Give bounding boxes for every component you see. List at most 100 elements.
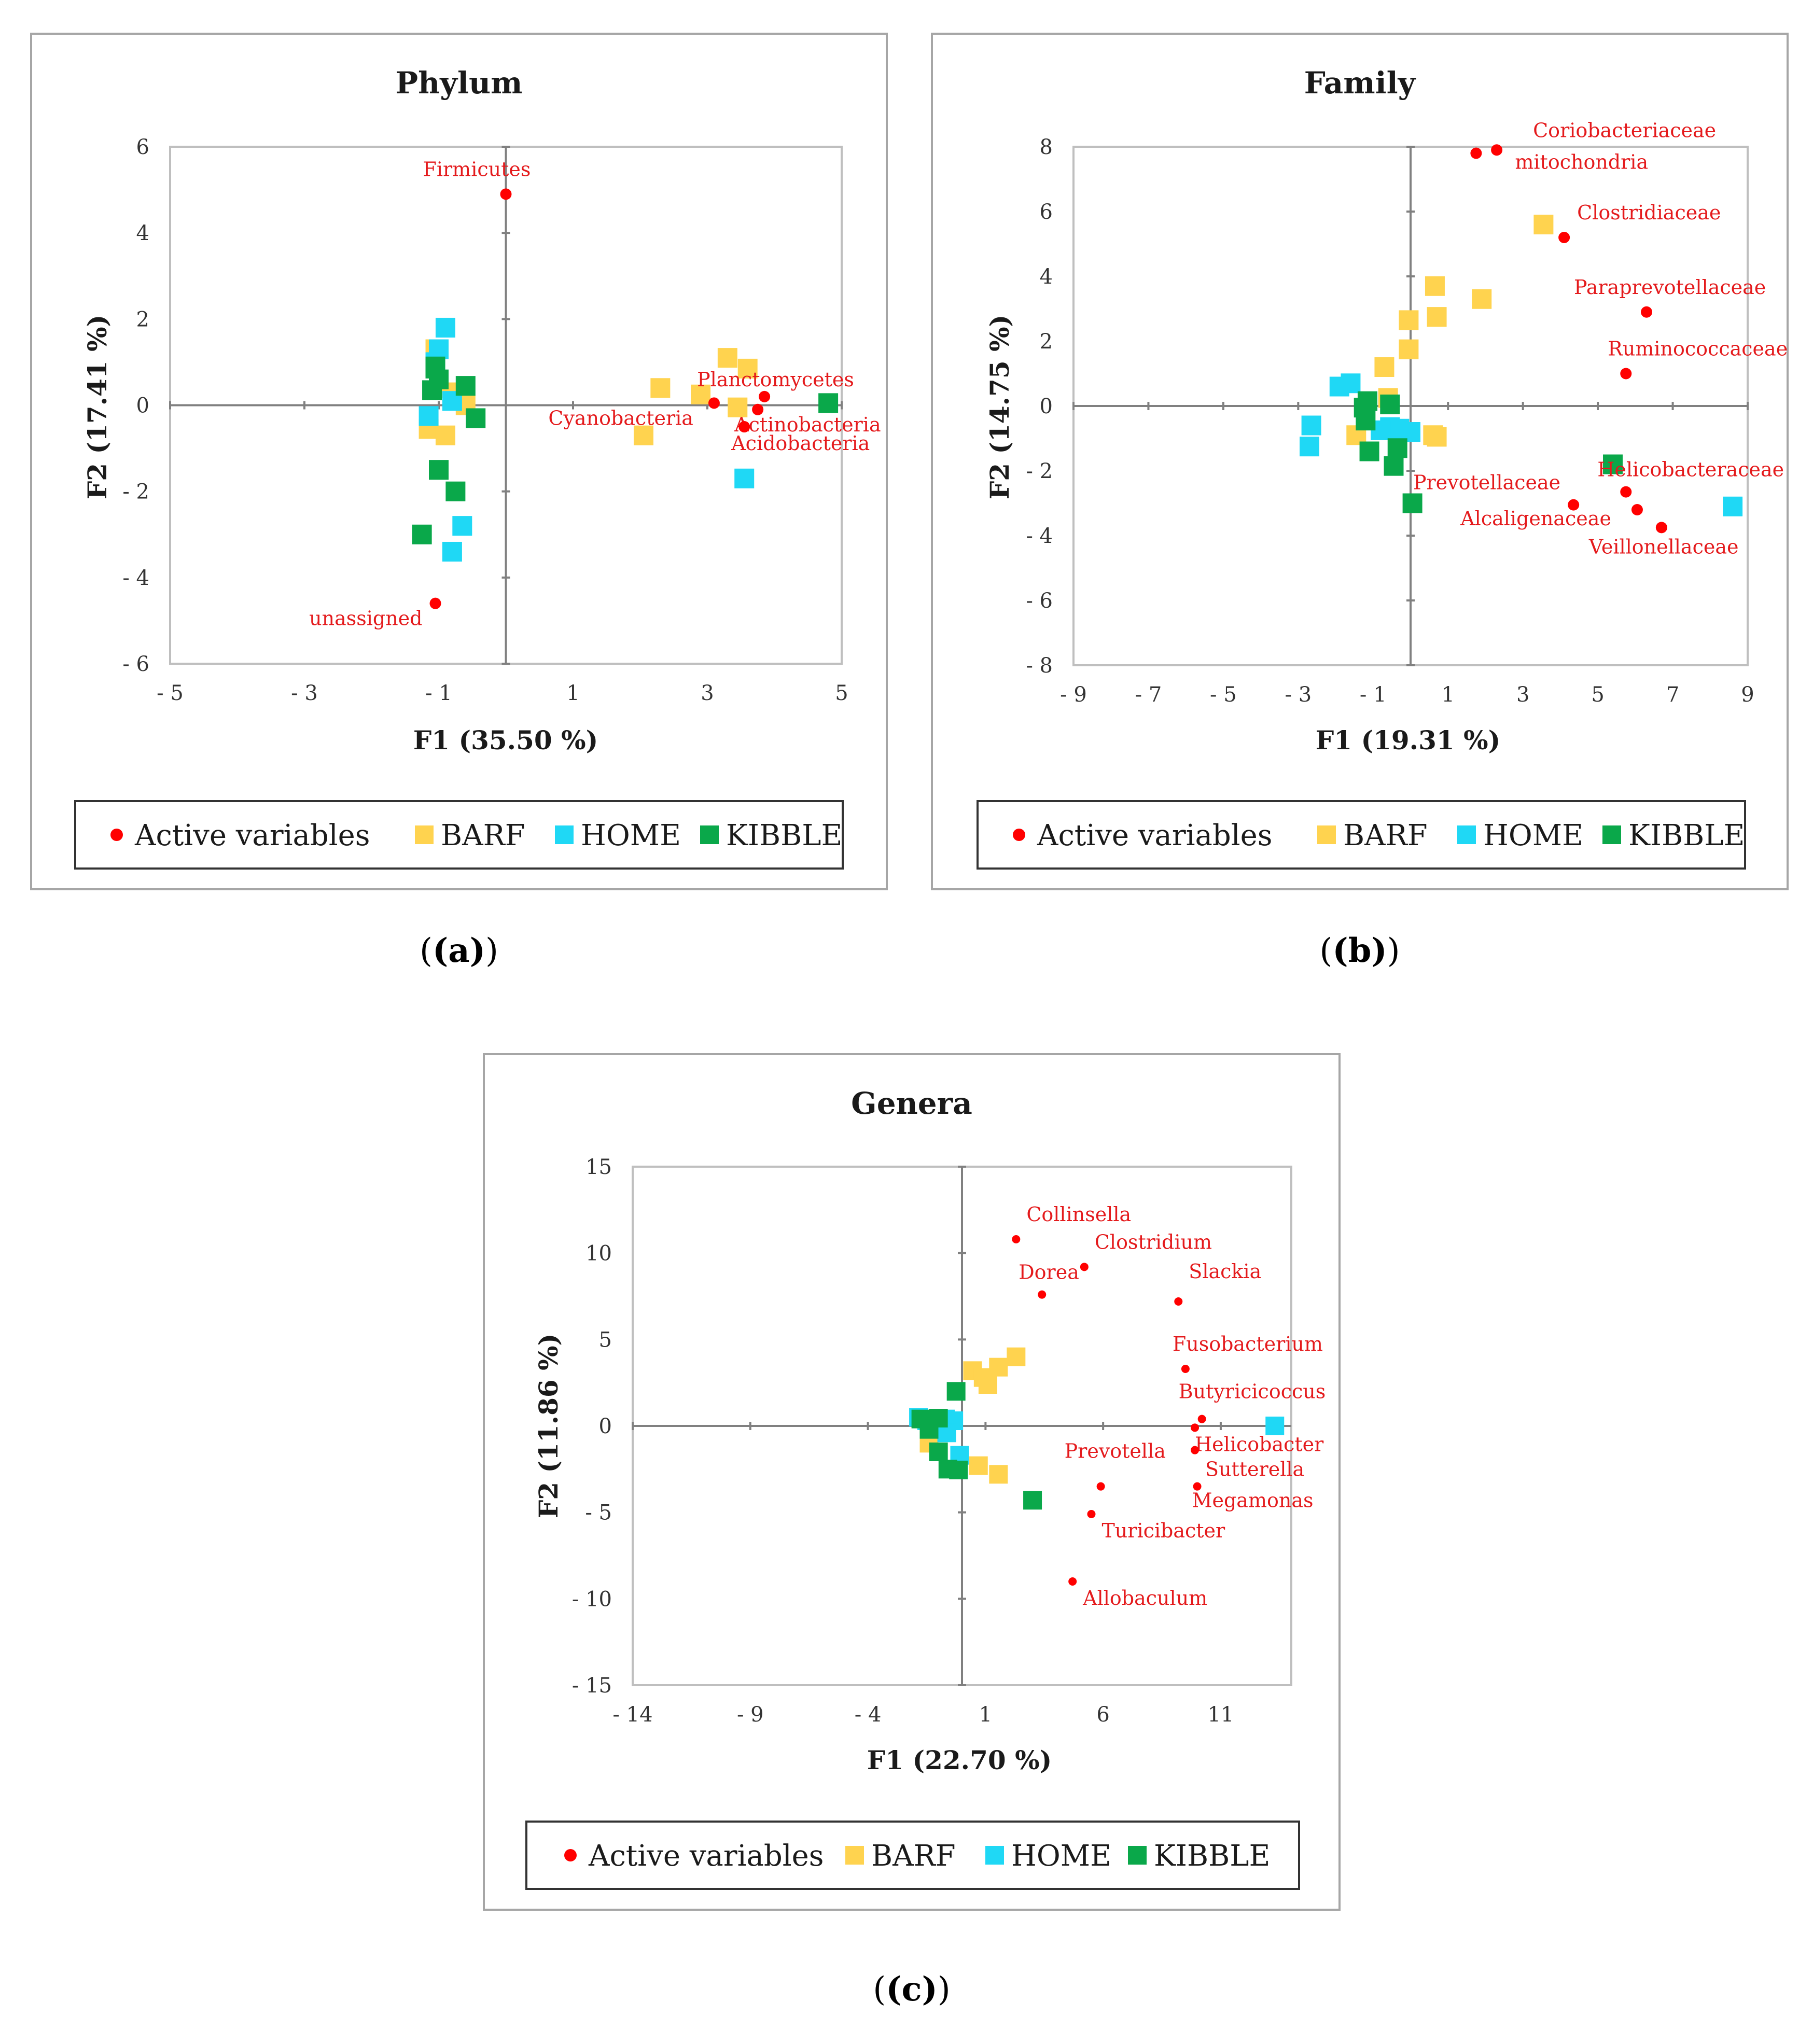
legend-label: HOME (1483, 819, 1583, 852)
x-tick-label: - 1 (425, 681, 452, 705)
point-barf (728, 397, 748, 417)
y-tick-label: - 15 (572, 1674, 612, 1698)
point-home (419, 406, 439, 426)
legend-label: BARF (1343, 819, 1428, 852)
point-barf (1533, 215, 1554, 234)
active-variable-point (1012, 1235, 1021, 1243)
x-tick-label: - 7 (1135, 683, 1162, 707)
y-tick-label: 4 (136, 221, 149, 245)
legend-label: KIBBLE (726, 819, 842, 852)
active-variable-label: Paraprevotellaceae (1574, 276, 1766, 299)
active-variable-label: Actinobacteria (734, 413, 881, 436)
point-home (442, 541, 462, 562)
panel-genera-legend (525, 1821, 1300, 1890)
point-barf (1399, 310, 1419, 330)
point-barf (1399, 339, 1419, 359)
point-barf (1472, 289, 1492, 309)
panel-phylum: Phylum - 5 - 3 - 1 1 3 5 - 6 - 4 - 2 0 2 4 6 Firmicu… (30, 33, 888, 890)
point-barf (435, 425, 455, 445)
point-home (435, 317, 455, 338)
caption-a-text: (a) (433, 931, 485, 970)
active-variable-label: Allobaculum (1082, 1587, 1207, 1609)
point-kibble (929, 1443, 948, 1461)
panel-phylum-y-axis-label: F2 (17.41 %) (82, 315, 113, 500)
x-tick-label: 1 (1441, 683, 1454, 707)
point-barf (737, 358, 758, 379)
active-variable-label: Turicibacter (1101, 1519, 1225, 1542)
point-kibble (1356, 411, 1376, 431)
point-home (734, 468, 755, 488)
legend-marker-active-variables (1013, 829, 1025, 841)
y-tick-label: - 5 (585, 1501, 612, 1525)
legend-marker-barf (415, 825, 434, 844)
panel-phylum-frame (30, 33, 888, 890)
x-tick-label: - 3 (1285, 683, 1312, 707)
panel-genera-title: Genera (851, 1086, 972, 1121)
active-variable-point (1174, 1297, 1183, 1306)
point-home (1301, 415, 1321, 436)
point-barf (1007, 1347, 1026, 1366)
active-variable-point (1087, 1510, 1096, 1518)
active-variable-point (1096, 1482, 1105, 1491)
active-variable-label: Clostridium (1095, 1230, 1212, 1253)
active-variable-label: Coriobacteriaceae (1533, 119, 1716, 142)
caption-c-text: (c) (886, 1970, 938, 2009)
point-kibble (949, 1461, 968, 1479)
legend-marker-kibble (700, 825, 719, 844)
x-tick-label: - 14 (612, 1703, 652, 1727)
panel-family-points: Coriobacteriaceae mitochondria Clostridiac… (1300, 119, 1788, 558)
active-variable-label: Prevotella (1065, 1440, 1166, 1463)
y-tick-label: - 10 (572, 1587, 612, 1611)
active-variable-point (1655, 522, 1667, 534)
point-barf (633, 425, 653, 445)
legend-marker-kibble (1602, 825, 1621, 844)
point-barf (1374, 357, 1394, 377)
active-variable-label: Veillonellaceae (1588, 535, 1739, 558)
panel-genera-legend-entries: Active variables BARF HOME KIBBLE (564, 1839, 1270, 1873)
x-tick-label: 3 (1516, 683, 1529, 707)
point-home (1300, 437, 1319, 457)
point-kibble (412, 524, 432, 544)
point-kibble (919, 1420, 939, 1439)
panel-phylum-axes: - 5 - 3 - 1 1 3 5 - 6 - 4 - 2 0 2 4 6 (122, 135, 848, 705)
active-variable-label: Acidobacteria (731, 432, 870, 455)
point-kibble (422, 380, 442, 400)
panel-family: Family - 9 - 7 - 5 - 3 - 1 1 3 5 7 9 - 8 - 6 - 4 - 2 0… (931, 33, 1789, 890)
active-variable-point (1641, 306, 1652, 318)
panel-family-axes: - 9 - 7 - 5 - 3 - 1 1 3 5 7 9 - 8 - 6 - 4 - 2 0 2 4 6 8 (1026, 135, 1754, 707)
point-barf (1425, 276, 1445, 296)
x-tick-label: 1 (566, 681, 579, 705)
point-kibble (1380, 394, 1400, 414)
active-variable-point (1631, 504, 1643, 515)
panel-phylum-legend-entries: Active variables BARF HOME KIBBLE (110, 819, 842, 852)
active-variable-point (1191, 1446, 1200, 1454)
active-variable-point (1491, 144, 1503, 156)
y-tick-label: - 6 (1026, 589, 1053, 613)
x-tick-label: 7 (1666, 683, 1679, 707)
active-variable-point (1191, 1423, 1200, 1432)
panel-genera-x-axis-label: F1 (22.70 %) (867, 1745, 1052, 1775)
active-variable-point (1068, 1577, 1077, 1586)
active-variable-point (500, 188, 512, 200)
x-tick-label: - 9 (737, 1703, 764, 1727)
legend-marker-barf (845, 1846, 864, 1865)
active-variable-label: unassigned (309, 607, 422, 630)
caption-b: ((b)) (1319, 931, 1400, 970)
point-kibble (445, 481, 466, 501)
y-tick-label: 2 (136, 307, 149, 331)
point-kibble (1387, 438, 1407, 458)
active-variable-point (1197, 1415, 1206, 1423)
x-tick-label: 9 (1741, 683, 1754, 707)
x-tick-label: - 1 (1360, 683, 1387, 707)
x-tick-label: - 5 (157, 681, 184, 705)
panel-phylum-title: Phylum (395, 65, 522, 101)
point-home (1329, 376, 1349, 397)
active-variable-point (1558, 232, 1570, 243)
y-tick-label: 6 (1040, 200, 1053, 224)
active-variable-label: mitochondria (1515, 151, 1648, 174)
active-variable-label: Butyricicoccus (1179, 1380, 1326, 1403)
panel-family-legend (977, 800, 1746, 870)
active-variable-label: Prevotellaceae (1413, 471, 1560, 494)
y-tick-label: - 8 (1026, 654, 1053, 678)
